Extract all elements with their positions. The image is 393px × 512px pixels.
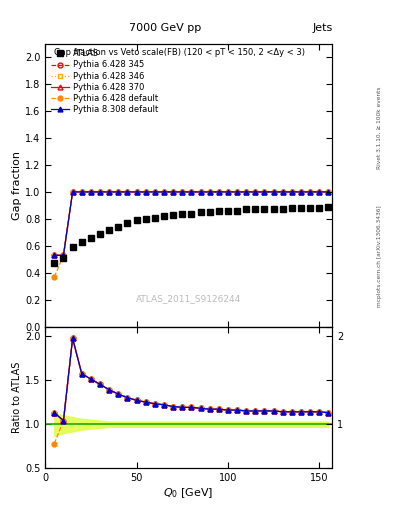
- Text: Rivet 3.1.10, ≥ 100k events: Rivet 3.1.10, ≥ 100k events: [377, 87, 382, 169]
- X-axis label: $Q_0$ [GeV]: $Q_0$ [GeV]: [163, 486, 214, 500]
- Legend: ATLAS, Pythia 6.428 345, Pythia 6.428 346, Pythia 6.428 370, Pythia 6.428 defaul: ATLAS, Pythia 6.428 345, Pythia 6.428 34…: [48, 47, 160, 116]
- Text: Jets: Jets: [312, 23, 332, 33]
- Y-axis label: Ratio to ATLAS: Ratio to ATLAS: [12, 362, 22, 433]
- Text: Gap fraction vs Veto scale(FB) (120 < pT < 150, 2 <Δy < 3): Gap fraction vs Veto scale(FB) (120 < pT…: [54, 48, 305, 57]
- Text: mcplots.cern.ch [arXiv:1306.3436]: mcplots.cern.ch [arXiv:1306.3436]: [377, 205, 382, 307]
- Y-axis label: Gap fraction: Gap fraction: [12, 151, 22, 220]
- Text: ATLAS_2011_S9126244: ATLAS_2011_S9126244: [136, 294, 241, 303]
- Text: 7000 GeV pp: 7000 GeV pp: [129, 23, 201, 33]
